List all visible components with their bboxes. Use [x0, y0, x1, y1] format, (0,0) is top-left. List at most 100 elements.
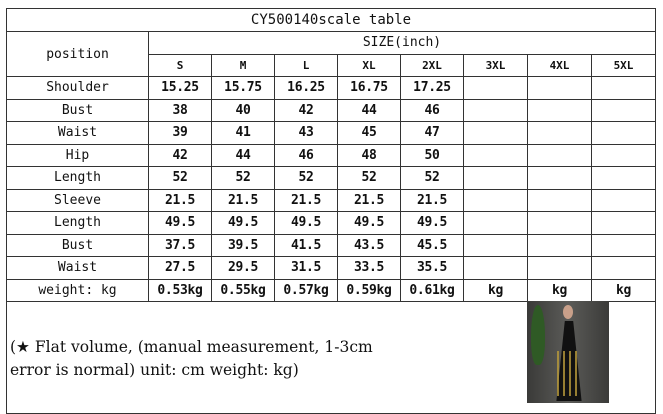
- table-cell: [463, 233, 528, 257]
- table-cell: [527, 233, 592, 257]
- table-cell: [463, 256, 528, 280]
- size-col-header: 3XL: [463, 53, 528, 77]
- row-label: weight: kg: [6, 278, 149, 302]
- table-cell: 0.61kg: [400, 278, 464, 302]
- table-cell: 45.5: [400, 233, 464, 257]
- table-cell: 50: [400, 143, 464, 167]
- table-cell: 47: [400, 121, 464, 145]
- table-cell: [591, 98, 656, 122]
- table-cell: 15.75: [211, 76, 275, 100]
- table-cell: [591, 76, 656, 100]
- table-cell: 33.5: [337, 256, 401, 280]
- table-cell: 52: [337, 166, 401, 190]
- table-cell: 49.5: [274, 211, 338, 235]
- table-cell: [527, 98, 592, 122]
- row-label: Shoulder: [6, 76, 149, 100]
- table-cell: [527, 211, 592, 235]
- row-label: Hip: [6, 143, 149, 167]
- measurement-note: (★ Flat volume, (manual measurement, 1-3…: [10, 336, 373, 382]
- table-cell: 21.5: [211, 188, 275, 212]
- table-cell: 43: [274, 121, 338, 145]
- table-cell: kg: [591, 278, 656, 302]
- size-table: CY500140scale table position SIZE(inch) S…: [6, 8, 656, 414]
- table-cell: [591, 211, 656, 235]
- size-col-header: 4XL: [527, 53, 592, 77]
- table-cell: 16.25: [274, 76, 338, 100]
- table-cell: 43.5: [337, 233, 401, 257]
- table-cell: 39: [148, 121, 212, 145]
- size-header: SIZE(inch): [148, 31, 656, 55]
- table-cell: 52: [211, 166, 275, 190]
- size-col-header: S: [148, 53, 212, 77]
- table-cell: 17.25: [400, 76, 464, 100]
- table-cell: 16.75: [337, 76, 401, 100]
- table-cell: [463, 76, 528, 100]
- table-cell: [463, 121, 528, 145]
- table-cell: 49.5: [211, 211, 275, 235]
- table-row: Waist 39 41 43 45 47: [6, 121, 656, 145]
- table-cell: 35.5: [400, 256, 464, 280]
- table-cell: [527, 121, 592, 145]
- table-cell: 21.5: [400, 188, 464, 212]
- table-cell: [527, 188, 592, 212]
- size-col-header: M: [211, 53, 275, 77]
- size-col-header: XL: [337, 53, 401, 77]
- table-cell: [591, 166, 656, 190]
- table-cell: 46: [400, 98, 464, 122]
- table-cell: 27.5: [148, 256, 212, 280]
- table-cell: 52: [148, 166, 212, 190]
- table-cell: [591, 233, 656, 257]
- table-cell: 15.25: [148, 76, 212, 100]
- table-row: Waist 27.5 29.5 31.5 33.5 35.5: [6, 256, 656, 280]
- table-cell: 21.5: [274, 188, 338, 212]
- table-cell: 41: [211, 121, 275, 145]
- table-cell: [527, 76, 592, 100]
- table-cell: 48: [337, 143, 401, 167]
- table-cell: 44: [211, 143, 275, 167]
- table-row: Bust 37.5 39.5 41.5 43.5 45.5: [6, 233, 656, 257]
- table-cell: 49.5: [400, 211, 464, 235]
- table-cell: [527, 256, 592, 280]
- table-cell: [527, 166, 592, 190]
- table-cell: [591, 256, 656, 280]
- table-cell: 52: [400, 166, 464, 190]
- table-row: weight: kg 0.53kg 0.55kg 0.57kg 0.59kg 0.61kg…: [6, 278, 656, 302]
- row-label: Sleeve: [6, 188, 149, 212]
- note-line-2: error is normal) unit: cm weight: kg): [10, 361, 299, 379]
- table-row: Hip 42 44 46 48 50: [6, 143, 656, 167]
- table-cell: 21.5: [148, 188, 212, 212]
- table-cell: 37.5: [148, 233, 212, 257]
- row-label: Waist: [6, 256, 149, 280]
- table-cell: kg: [463, 278, 528, 302]
- table-cell: 45: [337, 121, 401, 145]
- table-cell: [463, 188, 528, 212]
- size-col-header: 5XL: [591, 53, 656, 77]
- product-photo: [527, 301, 609, 403]
- size-col-header: 2XL: [400, 53, 464, 77]
- table-cell: 49.5: [148, 211, 212, 235]
- table-cell: 31.5: [274, 256, 338, 280]
- table-cell: 39.5: [211, 233, 275, 257]
- table-cell: 41.5: [274, 233, 338, 257]
- table-cell: [463, 98, 528, 122]
- table-cell: [591, 121, 656, 145]
- table-cell: [591, 143, 656, 167]
- row-label: Length: [6, 211, 149, 235]
- table-cell: [463, 166, 528, 190]
- table-cell: 46: [274, 143, 338, 167]
- row-label: Bust: [6, 233, 149, 257]
- table-row: Bust 38 40 42 44 46: [6, 98, 656, 122]
- table-cell: kg: [527, 278, 592, 302]
- size-col-header: L: [274, 53, 338, 77]
- table-cell: 0.55kg: [211, 278, 275, 302]
- table-cell: 40: [211, 98, 275, 122]
- table-cell: 21.5: [337, 188, 401, 212]
- table-cell: [591, 188, 656, 212]
- table-cell: 44: [337, 98, 401, 122]
- position-header: position: [6, 31, 149, 77]
- table-title: CY500140scale table: [6, 8, 656, 32]
- table-row: Length 49.5 49.5 49.5 49.5 49.5: [6, 211, 656, 235]
- table-cell: 0.57kg: [274, 278, 338, 302]
- table-cell: 52: [274, 166, 338, 190]
- table-cell: [463, 143, 528, 167]
